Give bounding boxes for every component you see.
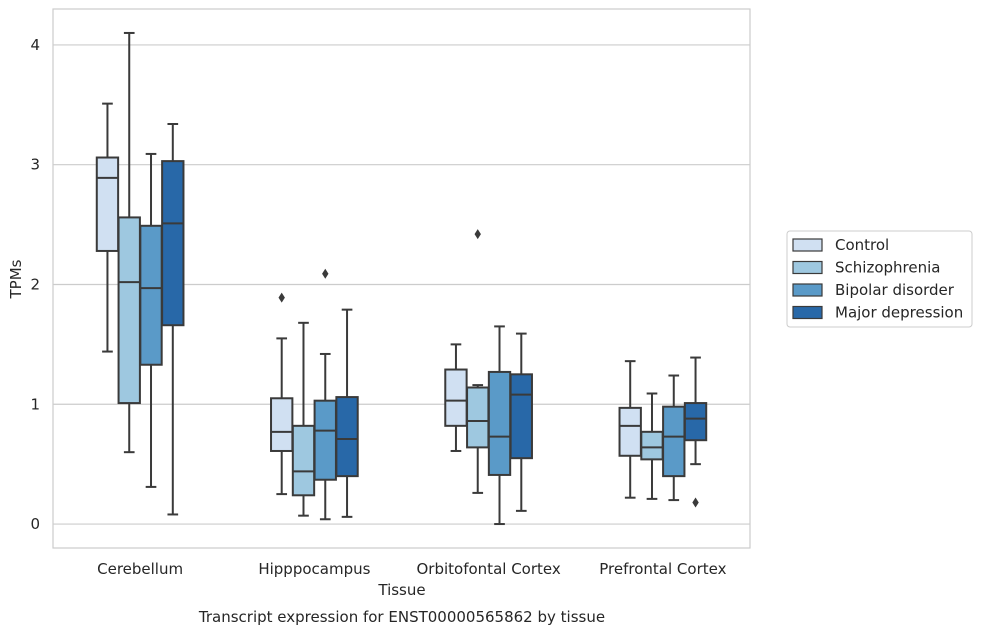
box-schizophrenia (466, 229, 490, 494)
x-tick-label: Orbitofontal Cortex (417, 560, 561, 578)
legend-frame (786, 230, 973, 328)
x-axis-ticks: Cerebellum Hipppocampus Orbitofontal Corte… (97, 560, 726, 578)
box-major-depression (161, 122, 185, 516)
iqr-box (95, 156, 120, 252)
boxes (95, 31, 708, 526)
box-major-depression (683, 356, 708, 508)
box-major-depression (335, 308, 359, 518)
legend-label: Major depression (835, 304, 963, 322)
iqr-box (139, 224, 163, 366)
iqr-box (444, 368, 468, 427)
x-axis-title: Tissue (377, 581, 425, 599)
y-tick-label: 3 (30, 156, 40, 174)
legend: Control Schizophrenia Bipolar disorder Majo… (786, 230, 973, 328)
box-schizophrenia (640, 392, 664, 500)
x-tick-label: Prefrontal Cortex (599, 560, 726, 578)
legend-label: Bipolar disorder (835, 281, 955, 299)
x-tick-label: Hipppocampus (258, 560, 370, 578)
legend-swatch (792, 283, 823, 297)
iqr-box (313, 399, 337, 481)
y-axis-title: TPMs (7, 259, 25, 299)
box-major-depression (509, 332, 533, 512)
iqr-box (683, 402, 708, 442)
iqr-box (509, 373, 533, 460)
box-control (444, 343, 468, 452)
box-control (95, 102, 120, 353)
box-bipolar-disorder (662, 374, 686, 502)
iqr-box (487, 370, 512, 476)
legend-label: Schizophrenia (835, 259, 940, 277)
iqr-box (662, 405, 686, 478)
y-tick-label: 0 (30, 515, 40, 533)
y-tick-label: 2 (30, 275, 40, 293)
y-tick-label: 1 (30, 395, 40, 413)
iqr-box (618, 406, 642, 457)
iqr-box (270, 397, 294, 452)
outlier-marker (322, 268, 329, 279)
legend-swatch (792, 238, 823, 252)
x-tick-label: Cerebellum (97, 560, 183, 578)
iqr-box (335, 396, 359, 478)
outlier-marker (692, 497, 699, 508)
box-schizophrenia (117, 31, 141, 454)
legend-swatch (792, 260, 823, 275)
box-control (270, 292, 294, 496)
legend-swatch (792, 305, 823, 320)
iqr-box (291, 424, 316, 497)
iqr-box (117, 216, 141, 405)
legend-label: Control (835, 236, 889, 254)
iqr-box (640, 430, 664, 461)
y-tick-label: 4 (30, 36, 40, 54)
outlier-marker (278, 292, 285, 303)
chart-caption: Transcript expression for ENST0000056586… (198, 608, 605, 626)
y-axis-ticks: 0 1 2 3 4 (30, 36, 40, 533)
iqr-box (466, 386, 490, 449)
outlier-marker (474, 229, 481, 240)
iqr-box (161, 160, 185, 327)
